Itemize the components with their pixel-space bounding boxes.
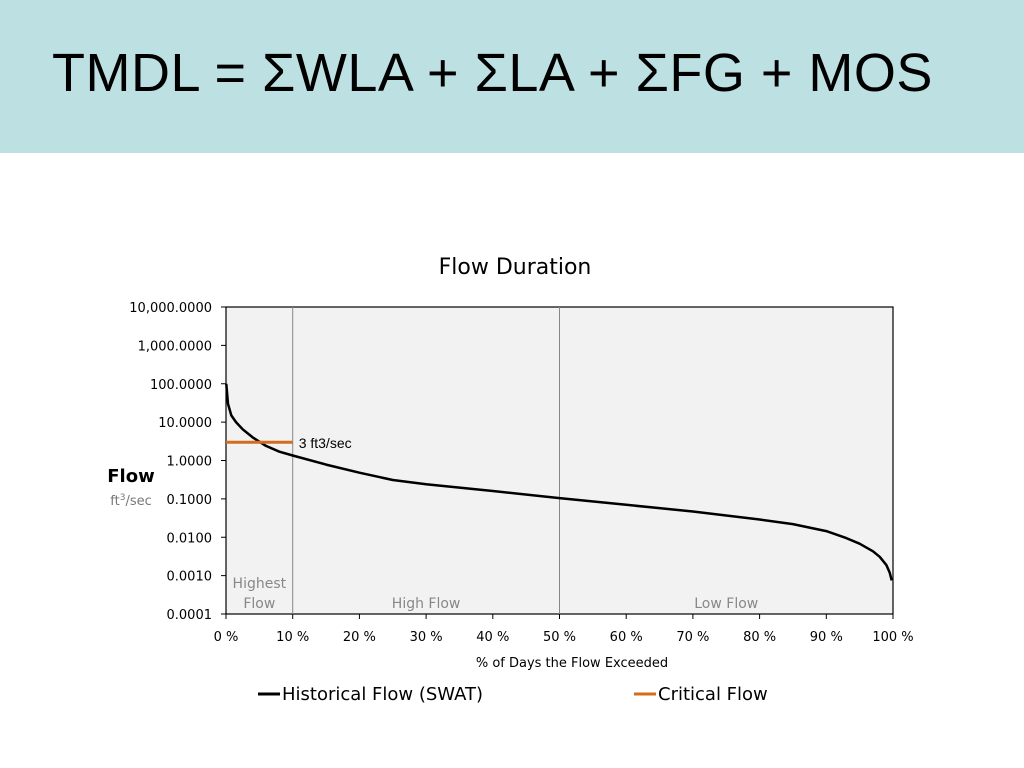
zone-label-0-line-1: Flow bbox=[243, 596, 275, 612]
x-tick-label-4: 40 % bbox=[476, 630, 509, 645]
series-historical-flow-line bbox=[225, 383, 893, 581]
title-band bbox=[0, 0, 1024, 153]
x-axis-ticks: 0 % 10 % 20 % 30 % 40 % 50 % 60 % 70 % 80 % 90 % 1… bbox=[214, 614, 914, 645]
legend-label-0: Historical Flow (SWAT) bbox=[282, 684, 483, 705]
legend: Historical Flow (SWAT) Critical Flow bbox=[258, 684, 768, 705]
x-axis-label: % of Days the Flow Exceeded bbox=[476, 656, 668, 671]
y-tick-label-4: 1.0000 bbox=[167, 455, 213, 470]
x-tick-label-8: 80 % bbox=[743, 630, 776, 645]
x-tick-label-7: 70 % bbox=[676, 630, 709, 645]
y-tick-label-7: 0.0010 bbox=[167, 570, 213, 585]
zone-label-1-line-0: High Flow bbox=[392, 596, 461, 612]
x-tick-label-2: 20 % bbox=[343, 630, 376, 645]
y-tick-label-3: 10.0000 bbox=[158, 416, 212, 431]
y-tick-label-8: 0.0001 bbox=[167, 608, 213, 623]
x-tick-label-10: 100 % bbox=[872, 630, 913, 645]
chart-title: Flow Duration bbox=[439, 255, 592, 280]
y-tick-label-6: 0.0100 bbox=[167, 531, 213, 546]
x-tick-label-3: 30 % bbox=[410, 630, 443, 645]
critical-flow-annotation: 3 ft3/sec bbox=[299, 435, 352, 451]
y-axis-unit: ft3/sec bbox=[110, 493, 152, 509]
legend-label-1: Critical Flow bbox=[658, 684, 768, 705]
x-tick-label-1: 10 % bbox=[276, 630, 309, 645]
slide-title: TMDL = ΣWLA + ΣLA + ΣFG + MOS bbox=[52, 43, 933, 103]
x-tick-label-0: 0 % bbox=[214, 630, 239, 645]
y-tick-label-5: 0.1000 bbox=[167, 493, 213, 508]
zone-labels: Highest Flow High Flow Low Flow bbox=[233, 576, 759, 612]
y-unit-base: ft bbox=[110, 494, 119, 509]
y-axis-label: Flow bbox=[107, 466, 154, 487]
zone-label-2-line-0: Low Flow bbox=[694, 596, 758, 612]
y-tick-label-1: 1,000.0000 bbox=[138, 339, 212, 354]
x-tick-label-6: 60 % bbox=[610, 630, 643, 645]
y-tick-label-0: 10,000.0000 bbox=[129, 301, 212, 316]
x-tick-label-9: 90 % bbox=[810, 630, 843, 645]
zone-label-0-line-0: Highest bbox=[233, 576, 287, 592]
series-layer bbox=[225, 383, 893, 581]
x-tick-label-5: 50 % bbox=[543, 630, 576, 645]
y-tick-label-2: 100.0000 bbox=[150, 378, 212, 393]
y-axis-ticks: 10,000.0000 1,000.0000 100.0000 10.0000 1.00… bbox=[129, 301, 226, 623]
y-unit-tail: /sec bbox=[125, 494, 151, 509]
y-unit-sup: 3 bbox=[120, 493, 126, 503]
zone-dividers bbox=[292, 307, 560, 614]
